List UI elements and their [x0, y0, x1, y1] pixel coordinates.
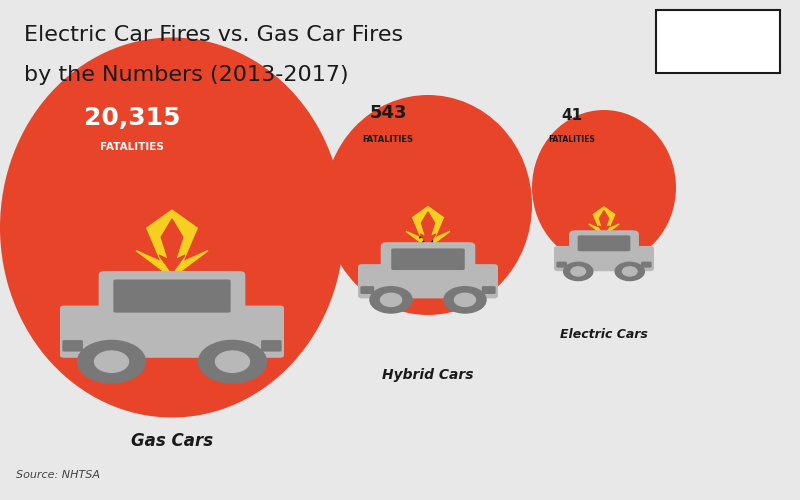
Circle shape	[381, 294, 402, 306]
Circle shape	[622, 267, 637, 276]
FancyBboxPatch shape	[641, 262, 651, 268]
FancyBboxPatch shape	[482, 286, 495, 294]
Text: by the Numbers (2013-2017): by the Numbers (2013-2017)	[24, 65, 349, 85]
FancyBboxPatch shape	[62, 340, 83, 351]
FancyBboxPatch shape	[578, 236, 630, 252]
FancyBboxPatch shape	[569, 230, 639, 256]
Text: Hybrid Cars: Hybrid Cars	[382, 368, 474, 382]
Circle shape	[444, 286, 486, 313]
Ellipse shape	[0, 38, 344, 418]
FancyBboxPatch shape	[556, 262, 567, 268]
Ellipse shape	[324, 95, 532, 315]
Text: 41: 41	[562, 108, 582, 122]
Text: REPORTED
FIRES (3.1%): REPORTED FIRES (3.1%)	[142, 295, 202, 316]
Polygon shape	[159, 219, 185, 273]
FancyBboxPatch shape	[114, 280, 230, 312]
Text: FARRIN.COM: FARRIN.COM	[694, 60, 742, 68]
Polygon shape	[136, 210, 208, 278]
Text: JSF: JSF	[691, 21, 744, 48]
FancyBboxPatch shape	[60, 306, 284, 358]
Circle shape	[615, 262, 644, 280]
Circle shape	[78, 340, 146, 383]
Text: Electric Car Fires vs. Gas Car Fires: Electric Car Fires vs. Gas Car Fires	[24, 25, 403, 45]
Polygon shape	[420, 212, 436, 245]
FancyBboxPatch shape	[361, 286, 374, 294]
Text: REPORTED
FIRE (2.4%): REPORTED FIRE (2.4%)	[583, 240, 625, 252]
Circle shape	[571, 267, 586, 276]
Text: FATALITIES: FATALITIES	[362, 135, 414, 144]
Circle shape	[198, 340, 266, 383]
Text: REPORTED
FIRES (3.8%): REPORTED FIRES (3.8%)	[402, 255, 454, 269]
Text: 644: 644	[151, 270, 193, 289]
Text: FATALITIES: FATALITIES	[100, 142, 164, 152]
Circle shape	[564, 262, 593, 280]
Text: FATALITIES: FATALITIES	[549, 135, 595, 144]
Text: 21: 21	[418, 235, 438, 249]
Circle shape	[370, 286, 412, 313]
Circle shape	[454, 294, 475, 306]
Polygon shape	[406, 206, 450, 248]
Circle shape	[94, 351, 129, 372]
FancyBboxPatch shape	[391, 248, 465, 270]
Ellipse shape	[532, 110, 676, 265]
Text: 543: 543	[370, 104, 406, 122]
Polygon shape	[598, 210, 610, 234]
FancyBboxPatch shape	[98, 271, 246, 319]
FancyBboxPatch shape	[656, 10, 780, 72]
FancyBboxPatch shape	[261, 340, 282, 351]
Text: Source: NHTSA: Source: NHTSA	[16, 470, 100, 480]
Text: 1: 1	[600, 224, 608, 234]
FancyBboxPatch shape	[358, 264, 498, 298]
FancyBboxPatch shape	[554, 246, 654, 271]
Polygon shape	[589, 207, 619, 236]
Circle shape	[215, 351, 250, 372]
Text: Gas Cars: Gas Cars	[131, 432, 213, 450]
Text: 20,315: 20,315	[84, 106, 180, 130]
Text: Electric Cars: Electric Cars	[560, 328, 648, 340]
FancyBboxPatch shape	[381, 242, 475, 275]
